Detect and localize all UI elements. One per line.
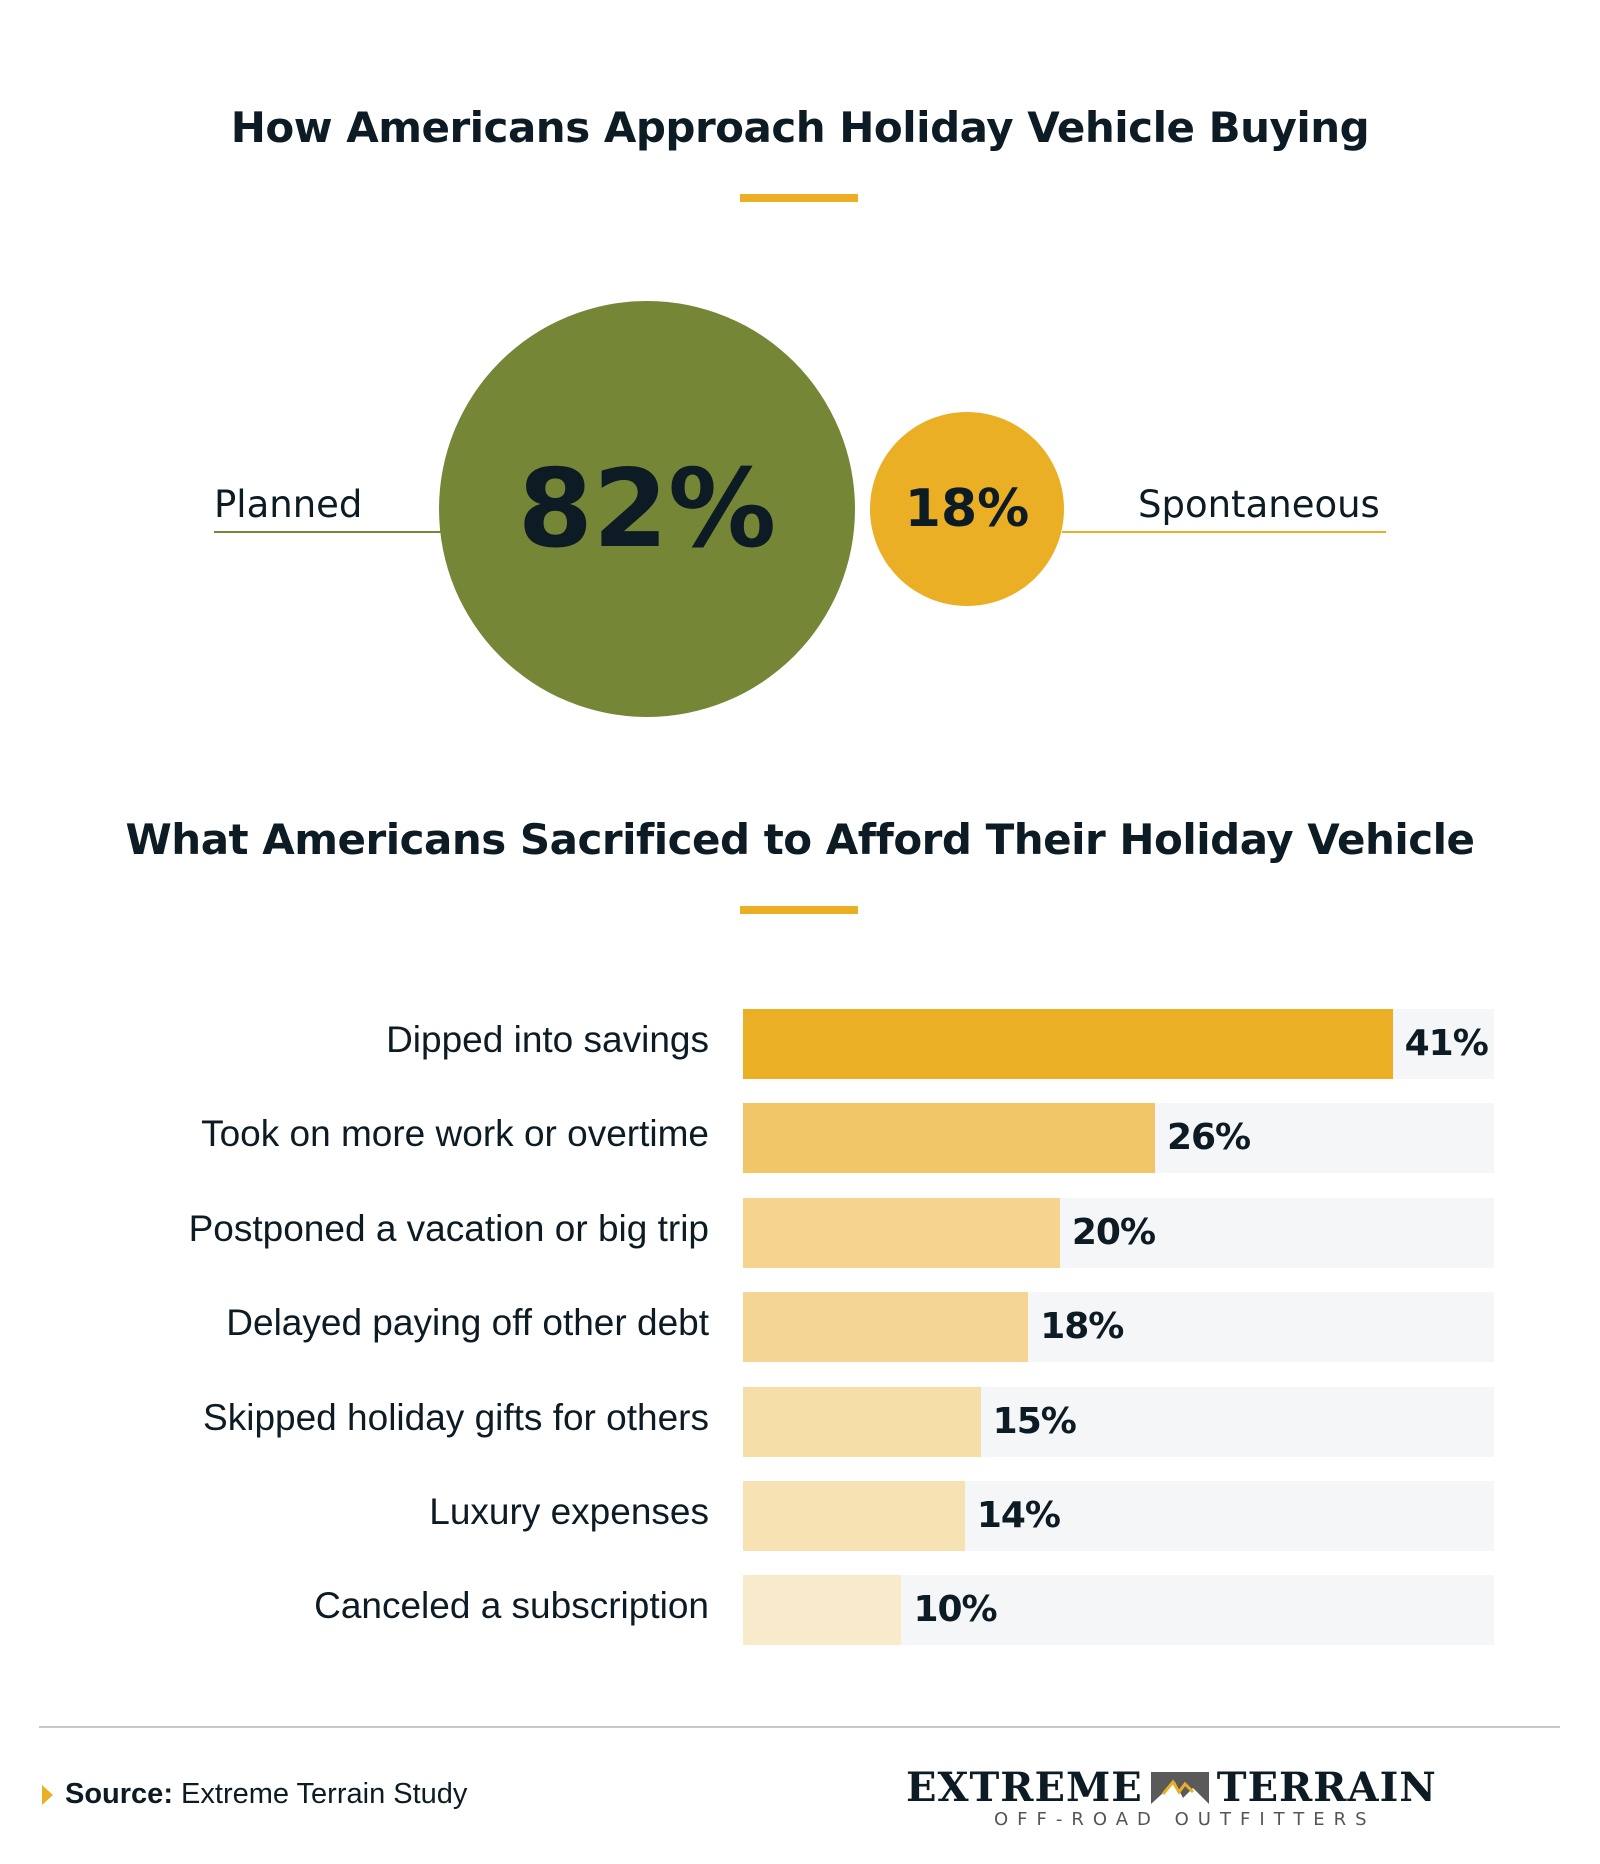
bar — [743, 1009, 1393, 1079]
bar — [743, 1386, 981, 1457]
bar — [743, 1292, 1029, 1363]
bar-track: 14% — [743, 1481, 1494, 1551]
bar-label: Took on more work or overtime — [201, 1113, 709, 1155]
source-note: Source: Extreme Terrain Study — [42, 1778, 467, 1811]
bar-label: Postponed a vacation or big trip — [188, 1207, 709, 1249]
bar-value-label: 18% — [1040, 1306, 1124, 1348]
bar-label: Delayed paying off other debt — [226, 1302, 709, 1344]
footer-divider — [39, 1726, 1560, 1728]
source-text: Extreme Terrain Study — [181, 1778, 468, 1810]
bar — [743, 1103, 1155, 1174]
logo-tagline: OFF-ROAD OUTFITTERS — [994, 1809, 1376, 1830]
title-accent-bar-2 — [740, 906, 858, 914]
bar-track: 41% — [743, 1009, 1494, 1079]
bar-value-label: 41% — [1404, 1023, 1489, 1064]
bubble-value-planned: 82% — [517, 446, 777, 572]
bar-value-label: 14% — [976, 1495, 1061, 1536]
bubble-spontaneous: 18% — [870, 412, 1064, 606]
bar-value-label: 10% — [913, 1589, 997, 1631]
label-spontaneous: Spontaneous — [1138, 483, 1380, 526]
bar-label: Luxury expenses — [429, 1491, 709, 1532]
source-label: Source: — [65, 1778, 173, 1810]
mountain-icon — [1150, 1771, 1209, 1804]
bar — [743, 1481, 965, 1551]
bubble-value-spontaneous: 18% — [904, 479, 1030, 539]
logo-word-extreme: EXTREME — [906, 1764, 1143, 1811]
bar-track: 26% — [743, 1103, 1494, 1174]
bar-value-label: 26% — [1166, 1117, 1251, 1159]
bar-track: 18% — [743, 1292, 1494, 1363]
bar-label: Dipped into savings — [386, 1019, 709, 1060]
label-planned: Planned — [214, 483, 363, 526]
bar-track: 15% — [743, 1386, 1494, 1457]
title-accent-bar — [740, 194, 858, 202]
bar-label: Skipped holiday gifts for others — [203, 1396, 709, 1438]
bar-label: Canceled a subscription — [314, 1585, 709, 1627]
chart-title-sacrifice: What Americans Sacrificed to Afford Thei… — [125, 815, 1475, 864]
bar — [743, 1197, 1060, 1268]
bar — [743, 1575, 902, 1646]
logo-word-terrain: TERRAIN — [1216, 1764, 1437, 1811]
chart-title-approach: How Americans Approach Holiday Vehicle B… — [230, 103, 1370, 152]
leader-line-planned — [214, 531, 444, 533]
triangle-bullet-icon — [42, 1784, 53, 1805]
bar-value-label: 15% — [992, 1400, 1077, 1442]
bubble-planned: 82% — [439, 301, 855, 717]
extreme-terrain-logo: EXTREME TERRAIN OFF-ROAD OUTFITTERS — [906, 1764, 1526, 1830]
bar-track: 20% — [743, 1197, 1494, 1268]
bar-value-label: 20% — [1071, 1211, 1156, 1253]
bar-track: 10% — [743, 1575, 1494, 1646]
leader-line-spontaneous — [1062, 531, 1386, 533]
